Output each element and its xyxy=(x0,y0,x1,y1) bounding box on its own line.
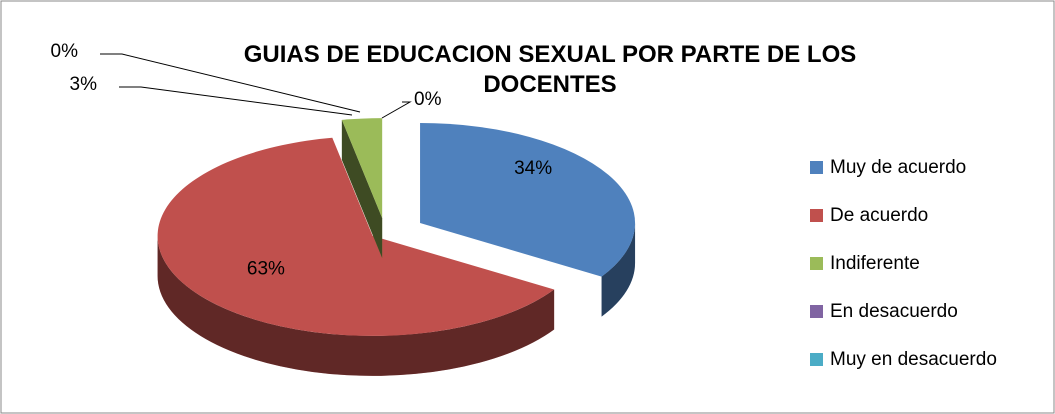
legend-swatch xyxy=(810,305,823,318)
leader-line xyxy=(100,53,361,113)
slice xyxy=(420,123,636,277)
legend-label: Indiferente xyxy=(830,253,920,274)
data-label: 0% xyxy=(51,41,79,62)
legend-swatch xyxy=(810,257,823,270)
slice-side-shade xyxy=(601,223,636,317)
leader-line xyxy=(381,101,412,119)
chart-title: GUIAS DE EDUCACION SEXUAL POR PARTE DE L… xyxy=(243,41,857,98)
slice xyxy=(157,137,555,336)
legend-label: En desacuerdo xyxy=(830,301,958,322)
leader-line xyxy=(119,86,353,116)
slice-side-shade xyxy=(341,119,383,259)
legend-label: Muy de acuerdo xyxy=(830,157,966,178)
legend-swatch xyxy=(810,209,823,222)
legend-label: Muy en desacuerdo xyxy=(830,349,997,370)
legend-swatch xyxy=(810,353,823,366)
slice-side-shade xyxy=(157,235,555,376)
legend-label: De acuerdo xyxy=(830,205,928,226)
data-label: 63% xyxy=(247,259,285,280)
legend-swatch xyxy=(810,161,823,174)
data-label: 0% xyxy=(414,89,442,110)
data-label: 34% xyxy=(514,158,552,179)
slice xyxy=(341,118,383,219)
data-label: 3% xyxy=(70,74,98,95)
